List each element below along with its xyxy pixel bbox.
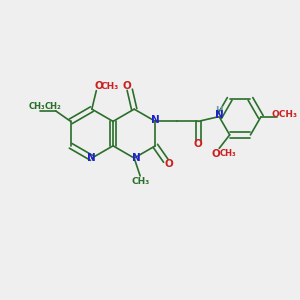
Text: N: N	[88, 153, 96, 163]
Text: CH₃: CH₃	[100, 82, 119, 91]
Text: O: O	[212, 149, 220, 159]
Text: N: N	[132, 153, 141, 163]
Text: O: O	[94, 81, 103, 91]
Text: CH₃: CH₃	[220, 149, 236, 158]
Text: OCH₃: OCH₃	[272, 110, 298, 119]
Text: H: H	[215, 106, 223, 115]
Text: CH₂: CH₂	[44, 102, 61, 111]
Text: CH₃: CH₃	[131, 177, 149, 186]
Text: N: N	[215, 110, 224, 120]
Text: CH₃: CH₃	[29, 102, 46, 111]
Text: O: O	[122, 81, 131, 91]
Text: O: O	[194, 139, 203, 149]
Text: N: N	[151, 115, 160, 125]
Text: O: O	[164, 159, 173, 169]
